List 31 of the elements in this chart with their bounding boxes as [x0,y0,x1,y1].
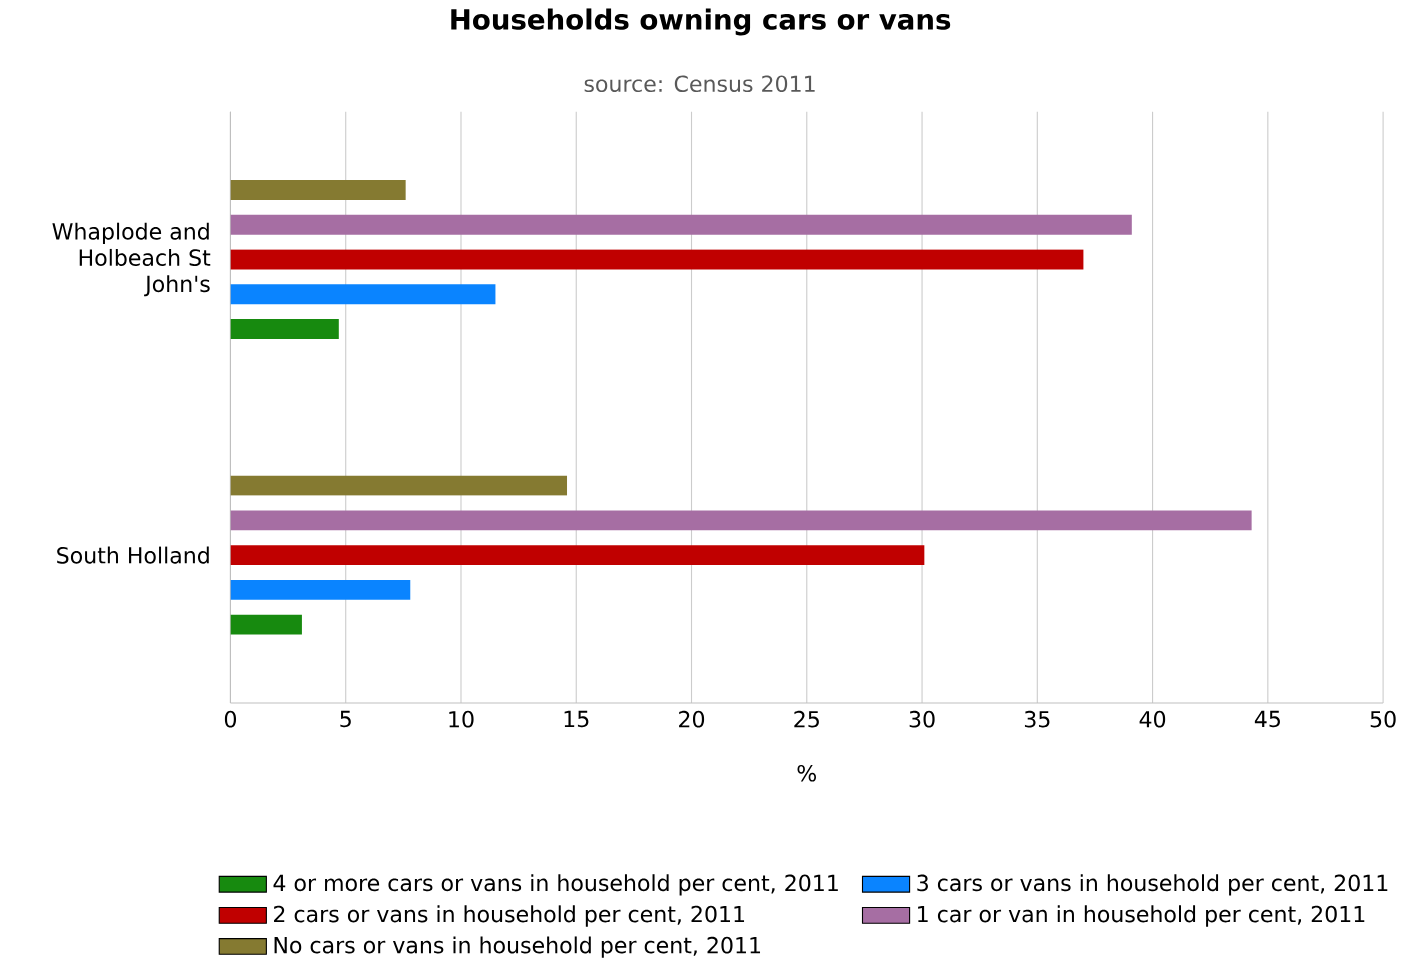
legend-label: No cars or vans in household per cent, 2011 [274,936,761,958]
x-tick-label: 40 [1139,710,1166,728]
bar [230,284,496,305]
bar [230,510,1252,531]
legend-label: 1 car or van in household per cent, 2011 [918,905,1365,927]
chart-subtitle: source: Census 2011 [584,75,815,92]
chart-title: Households owning cars or vans [451,8,951,36]
x-tick-label: 25 [794,710,819,728]
bar [230,214,1132,235]
bar [230,475,568,496]
x-tick-label: 10 [449,710,474,728]
y-tick-label: South Holland [57,546,209,564]
legend-label: 3 cars or vans in household per cent, 2011 [917,874,1388,896]
y-tick-label: Whaplode and Holbeach St John's [52,222,211,297]
x-tick-label: 0 [224,710,237,728]
bar [230,545,925,565]
x-tick-label: 45 [1254,710,1280,728]
x-tick-label: 15 [564,710,589,728]
x-tick-label: 5 [340,710,351,728]
bar [230,579,411,600]
legend-label: 4 or more cars or vans in household per cent, 2011 [273,874,838,896]
x-tick-label: 35 [1024,710,1050,728]
x-tick-label: 20 [679,710,705,728]
x-tick-label: 50 [1370,710,1396,728]
bar [230,249,1084,270]
bar [230,319,339,339]
legend-label: 2 cars or vans in household per cent, 2011 [274,905,745,927]
x-axis-title: % [797,764,817,782]
x-tick-label: 30 [909,710,935,728]
bar [230,179,406,200]
bar [230,614,302,635]
